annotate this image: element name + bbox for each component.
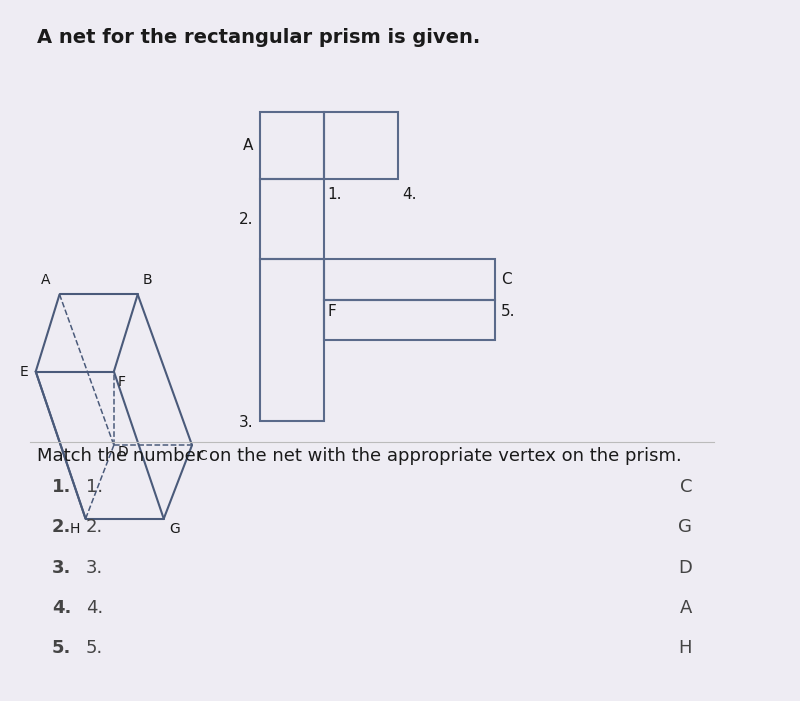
Text: 4.: 4. <box>402 187 416 202</box>
Text: A: A <box>41 273 50 287</box>
Text: B: B <box>143 273 153 287</box>
Text: 3.: 3. <box>52 559 71 577</box>
Text: F: F <box>327 304 336 318</box>
Text: 5.: 5. <box>86 639 103 658</box>
Text: 2.: 2. <box>238 212 253 226</box>
Text: C: C <box>501 272 511 287</box>
Text: A net for the rectangular prism is given.: A net for the rectangular prism is given… <box>38 28 481 47</box>
Text: E: E <box>19 365 28 379</box>
Text: 3.: 3. <box>86 559 103 577</box>
Text: 1.: 1. <box>52 478 71 496</box>
Text: H: H <box>70 522 80 536</box>
Text: Match the number on the net with the appropriate vertex on the prism.: Match the number on the net with the app… <box>38 447 682 465</box>
Text: A: A <box>242 138 253 153</box>
Text: G: G <box>170 522 181 536</box>
Text: 2.: 2. <box>86 518 103 536</box>
Text: F: F <box>118 375 126 389</box>
Text: D: D <box>118 445 128 459</box>
Text: 4.: 4. <box>86 599 103 618</box>
Text: H: H <box>678 639 692 658</box>
Text: D: D <box>678 559 692 577</box>
Text: 4.: 4. <box>52 599 71 618</box>
Text: C: C <box>198 449 207 463</box>
Text: 1.: 1. <box>86 478 102 496</box>
Text: G: G <box>678 518 692 536</box>
Text: 5.: 5. <box>501 304 515 318</box>
Text: 1.: 1. <box>327 187 342 202</box>
Text: A: A <box>680 599 692 618</box>
Text: 2.: 2. <box>52 518 71 536</box>
Text: C: C <box>680 478 692 496</box>
Text: 3.: 3. <box>238 415 253 430</box>
Text: 5.: 5. <box>52 639 71 658</box>
